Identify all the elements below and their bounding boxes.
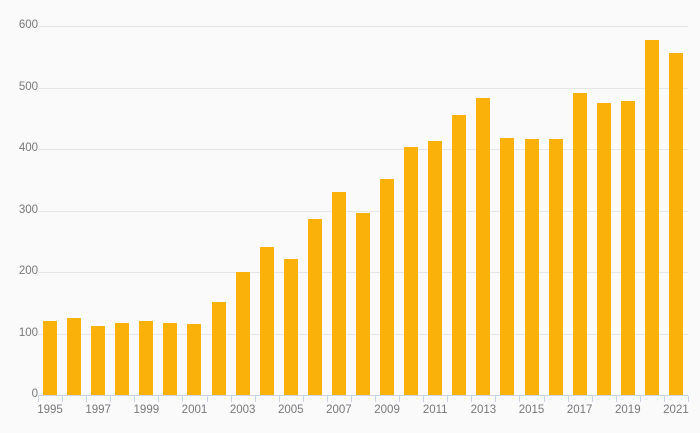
x-axis-tick-label: 2021 — [663, 404, 689, 416]
x-axis-line — [38, 395, 688, 396]
bars-layer — [38, 14, 688, 395]
bar[interactable] — [500, 137, 515, 395]
x-axis-tick-label: 2003 — [229, 404, 256, 416]
bar[interactable] — [235, 272, 250, 395]
bar[interactable] — [163, 322, 178, 395]
bar[interactable] — [476, 98, 491, 395]
x-axis-tick-mark — [663, 396, 665, 402]
gridline — [38, 210, 688, 212]
x-axis-tick-label: 1997 — [85, 404, 111, 416]
x-axis-tick-mark — [375, 396, 377, 402]
x-axis-tick-mark — [326, 396, 328, 402]
x-axis-tick-label: 1995 — [37, 404, 63, 416]
y-axis-tick-label: 500 — [18, 80, 38, 93]
x-axis-tick-mark — [615, 396, 617, 402]
x-axis-tick-label: 2005 — [277, 404, 304, 416]
bar[interactable] — [211, 301, 226, 395]
x-axis-tick-mark — [447, 396, 449, 402]
bar[interactable] — [524, 139, 539, 395]
x-axis-tick-mark — [423, 396, 425, 402]
y-axis-tick-label: 0 — [31, 388, 38, 400]
y-axis-tick-label: 100 — [18, 326, 38, 339]
x-axis-tick-label: 2011 — [422, 404, 448, 416]
y-axis-tick-label: 300 — [18, 203, 38, 216]
x-axis-tick-mark — [158, 396, 160, 402]
bar[interactable] — [283, 258, 298, 395]
bar[interactable] — [452, 114, 467, 395]
x-axis-tick-mark — [495, 396, 497, 402]
x-axis-tick-mark — [302, 396, 304, 402]
x-axis-tick-mark — [591, 396, 593, 402]
x-axis-tick-mark — [134, 396, 136, 402]
bar[interactable] — [380, 178, 395, 395]
x-axis-tick-label: 2007 — [326, 404, 352, 416]
bar[interactable] — [620, 100, 635, 395]
x-axis-tick-mark — [62, 396, 64, 402]
bar[interactable] — [596, 103, 611, 395]
bar[interactable] — [91, 326, 106, 395]
x-axis-tick-label: 2015 — [518, 404, 545, 416]
x-axis-tick-mark — [543, 396, 545, 402]
y-axis-tick-label: 600 — [18, 19, 38, 32]
x-axis-tick-mark — [278, 396, 280, 402]
x-axis-tick-mark — [567, 396, 569, 402]
x-axis-tick-label: 2013 — [470, 404, 497, 416]
x-axis-tick-mark — [254, 396, 256, 402]
bar[interactable] — [644, 40, 659, 395]
bar[interactable] — [668, 52, 683, 395]
x-axis-tick-label: 2017 — [566, 404, 593, 416]
x-axis-tick-label: 2001 — [181, 404, 208, 416]
bar[interactable] — [331, 191, 346, 395]
bar[interactable] — [67, 318, 82, 395]
bar[interactable] — [307, 218, 322, 395]
x-axis-tick-mark — [471, 396, 473, 402]
x-axis-tick-label: 1999 — [133, 404, 160, 416]
x-axis-tick-mark — [639, 396, 641, 402]
x-axis-tick-mark — [86, 396, 88, 402]
x-axis-tick-mark — [688, 396, 689, 402]
x-axis-tick-mark — [350, 396, 352, 402]
x-axis-tick-label: 2019 — [615, 404, 641, 416]
bar[interactable] — [404, 147, 419, 395]
bar[interactable] — [356, 213, 370, 395]
x-axis-tick-label: 2009 — [374, 404, 400, 416]
x-axis-tick-mark — [230, 396, 232, 402]
x-axis-tick-mark — [519, 396, 521, 402]
gridline — [38, 149, 688, 151]
bar[interactable] — [548, 138, 563, 395]
bar[interactable] — [115, 323, 130, 395]
y-axis-tick-label: 400 — [18, 142, 38, 155]
x-axis-tick-mark — [110, 396, 112, 402]
x-axis-tick-mark — [182, 396, 184, 402]
plot-area — [38, 14, 688, 396]
bar[interactable] — [43, 320, 58, 395]
bar[interactable] — [187, 323, 202, 395]
bar[interactable] — [139, 320, 154, 395]
x-axis-tick-mark — [399, 396, 401, 402]
y-axis-tick-label: 200 — [18, 265, 38, 278]
bar[interactable] — [572, 93, 587, 395]
bar[interactable] — [428, 141, 443, 395]
bar[interactable] — [259, 246, 274, 395]
x-axis-tick-mark — [206, 396, 208, 402]
gridline — [38, 26, 688, 28]
x-axis-tick-mark — [38, 396, 39, 402]
gridline — [38, 87, 688, 89]
